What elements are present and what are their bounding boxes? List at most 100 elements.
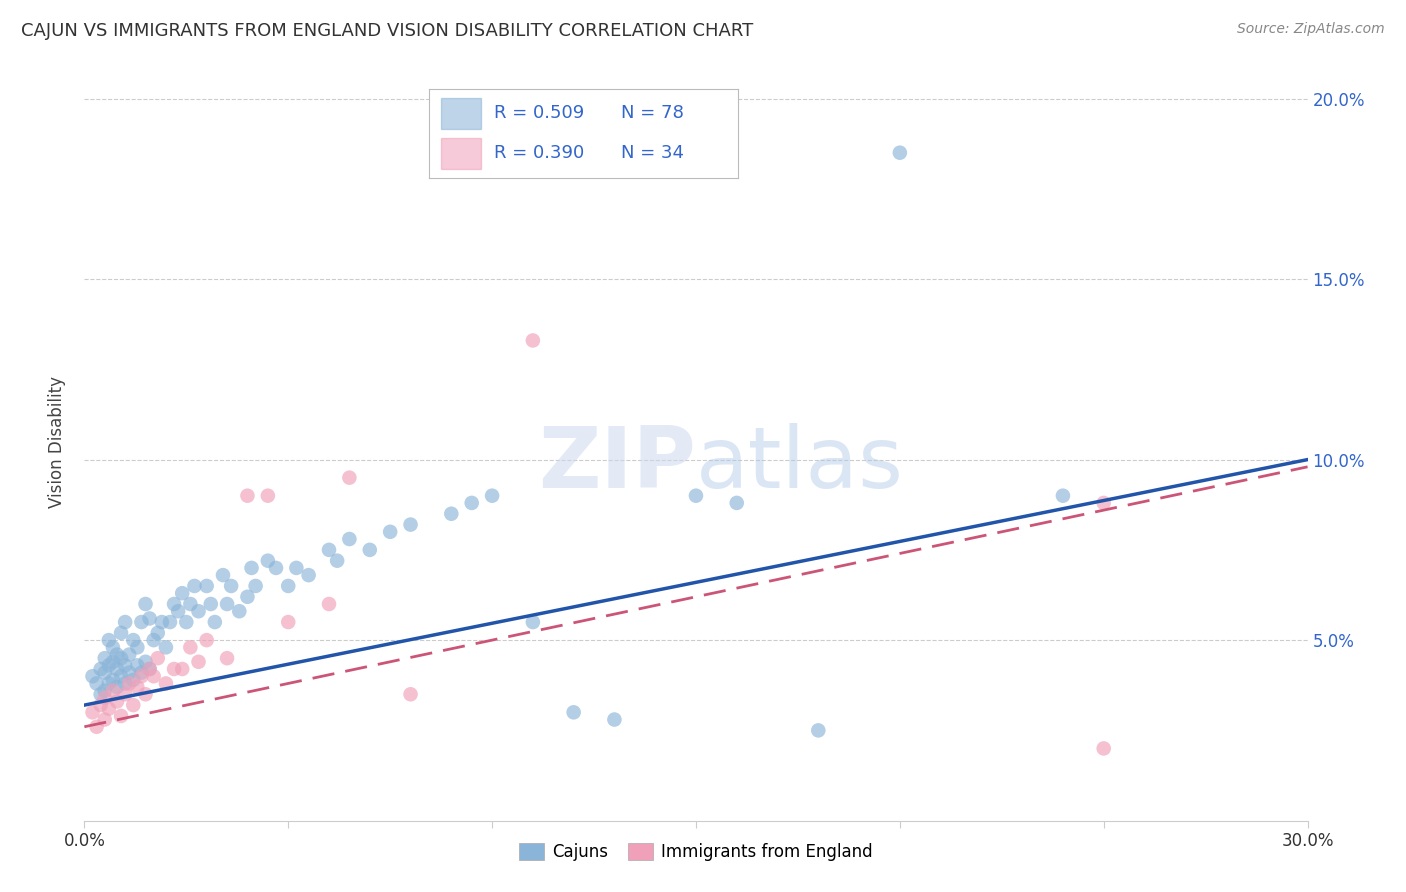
Point: [97, 676, 120, 690]
Point: [127, 640, 149, 655]
Point: [142, 633, 165, 648]
Point: [212, 568, 235, 582]
Point: [127, 680, 149, 694]
Point: [195, 579, 218, 593]
Point: [1052, 489, 1074, 503]
Point: [217, 597, 239, 611]
Point: [461, 496, 484, 510]
Point: [114, 658, 136, 673]
Y-axis label: Vision Disability: Vision Disability: [48, 376, 66, 508]
Point: [228, 604, 250, 618]
Point: [240, 561, 263, 575]
Point: [97, 658, 120, 673]
Point: [1092, 496, 1115, 510]
Text: ZIP: ZIP: [538, 423, 696, 506]
Point: [219, 579, 242, 593]
Point: [97, 702, 120, 716]
Point: [257, 554, 280, 568]
Point: [150, 615, 173, 629]
Text: N = 78: N = 78: [620, 104, 683, 122]
Point: [187, 604, 209, 618]
Point: [359, 542, 381, 557]
Point: [105, 680, 128, 694]
Point: [82, 706, 104, 720]
Point: [105, 694, 128, 708]
Point: [167, 604, 190, 618]
Point: [155, 640, 177, 655]
Point: [298, 568, 321, 582]
Point: [110, 626, 132, 640]
Point: [122, 633, 145, 648]
Point: [93, 651, 115, 665]
Point: [380, 524, 402, 539]
Text: CAJUN VS IMMIGRANTS FROM ENGLAND VISION DISABILITY CORRELATION CHART: CAJUN VS IMMIGRANTS FROM ENGLAND VISION …: [21, 22, 754, 40]
Point: [138, 662, 160, 676]
FancyBboxPatch shape: [441, 138, 481, 169]
Point: [86, 720, 108, 734]
Point: [174, 615, 197, 629]
Point: [889, 145, 911, 160]
Point: [339, 532, 361, 546]
Point: [685, 489, 707, 503]
Point: [93, 690, 115, 705]
Point: [135, 597, 157, 611]
Point: [187, 655, 209, 669]
Point: [236, 489, 259, 503]
Point: [399, 517, 422, 532]
Point: [127, 658, 149, 673]
Point: [138, 611, 160, 625]
Point: [101, 655, 124, 669]
Point: [82, 669, 104, 683]
Point: [195, 633, 218, 648]
Point: [131, 665, 153, 680]
Point: [807, 723, 830, 738]
Point: [399, 687, 422, 701]
Point: [122, 673, 145, 687]
Point: [481, 489, 503, 503]
Point: [90, 662, 112, 676]
Point: [725, 496, 748, 510]
Point: [101, 640, 124, 655]
Point: [163, 597, 186, 611]
Point: [93, 665, 115, 680]
Point: [110, 709, 132, 723]
Text: R = 0.390: R = 0.390: [494, 145, 583, 162]
Point: [114, 615, 136, 629]
Point: [318, 542, 340, 557]
Text: R = 0.509: R = 0.509: [494, 104, 583, 122]
Point: [86, 676, 108, 690]
Point: [172, 586, 194, 600]
Point: [142, 669, 165, 683]
Point: [339, 470, 361, 484]
Point: [138, 662, 160, 676]
Point: [122, 698, 145, 712]
Point: [183, 579, 205, 593]
Point: [159, 615, 181, 629]
Point: [90, 687, 112, 701]
Point: [131, 615, 153, 629]
Point: [114, 676, 136, 690]
Point: [277, 615, 299, 629]
Point: [318, 597, 340, 611]
Point: [105, 648, 128, 662]
Point: [257, 489, 280, 503]
Point: [146, 651, 169, 665]
Legend: Cajuns, Immigrants from England: Cajuns, Immigrants from England: [510, 834, 882, 869]
Point: [440, 507, 463, 521]
Text: Source: ZipAtlas.com: Source: ZipAtlas.com: [1237, 22, 1385, 37]
Point: [277, 579, 299, 593]
Point: [110, 651, 132, 665]
Point: [110, 669, 132, 683]
Point: [131, 669, 153, 683]
Point: [146, 626, 169, 640]
Point: [97, 633, 120, 648]
Point: [179, 597, 201, 611]
Point: [522, 615, 544, 629]
Point: [264, 561, 287, 575]
Point: [101, 683, 124, 698]
Point: [217, 651, 239, 665]
Point: [285, 561, 308, 575]
Point: [522, 334, 544, 348]
Point: [114, 687, 136, 701]
Point: [90, 698, 112, 712]
